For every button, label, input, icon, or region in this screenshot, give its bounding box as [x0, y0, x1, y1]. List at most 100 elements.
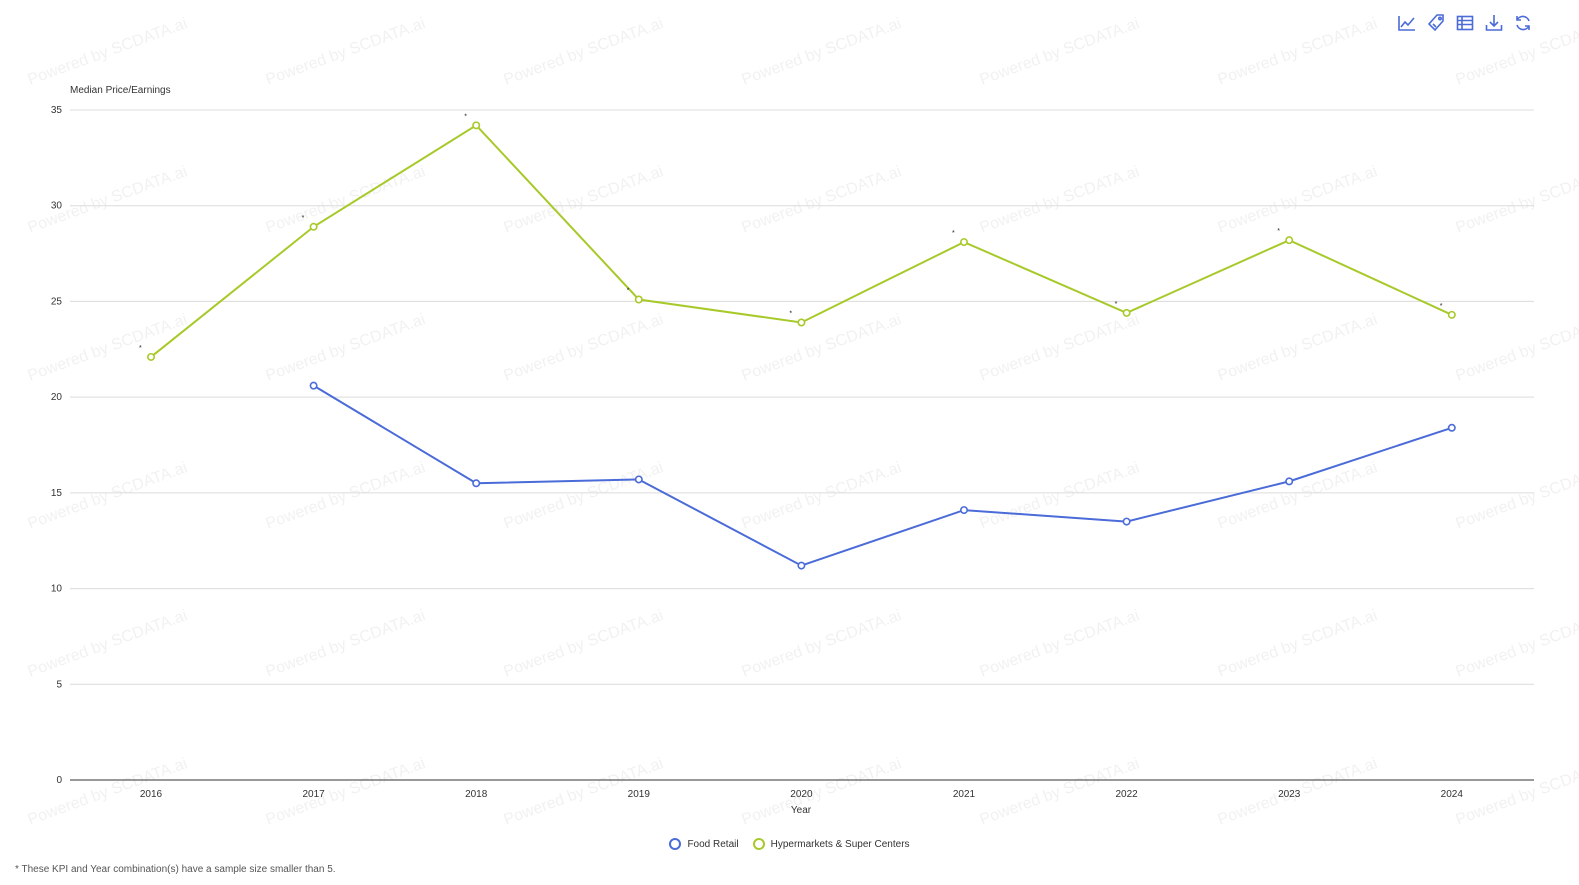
sample-size-flag: *	[789, 310, 792, 317]
data-point[interactable]	[472, 121, 481, 130]
data-point[interactable]	[1447, 423, 1456, 432]
watermark-text: Powered by SCDATA.ai	[740, 163, 904, 237]
series-path	[313, 384, 1453, 567]
chart-legend: Food Retail Hypermarkets & Super Centers	[0, 838, 1579, 850]
watermark-text: Powered by SCDATA.ai	[1454, 311, 1579, 385]
watermark-text: Powered by SCDATA.ai	[1454, 163, 1579, 237]
watermark-text: Powered by SCDATA.ai	[264, 607, 428, 681]
tag-icon[interactable]	[1426, 12, 1446, 34]
x-tick-label: 2017	[302, 789, 325, 800]
watermark-text: Powered by SCDATA.ai	[1216, 15, 1380, 89]
watermark-text: Powered by SCDATA.ai	[26, 15, 190, 89]
x-axis-label: Year	[791, 805, 812, 816]
footnote: * These KPI and Year combination(s) have…	[15, 864, 336, 875]
sample-size-flag: *	[464, 113, 467, 120]
data-point[interactable]	[147, 352, 156, 361]
watermark-layer: Powered by SCDATA.ai Powered by SCDATA.ai…	[26, 15, 1579, 829]
data-point[interactable]	[1447, 310, 1456, 319]
y-tick-label: 0	[56, 775, 62, 786]
legend-item[interactable]: Hypermarkets & Super Centers	[752, 838, 910, 850]
y-tick-label: 30	[51, 201, 63, 212]
watermark-text: Powered by SCDATA.ai	[978, 311, 1142, 385]
y-tick-label: 15	[51, 488, 63, 499]
watermark-text: Powered by SCDATA.ai	[26, 311, 190, 385]
watermark-text: Powered by SCDATA.ai	[740, 607, 904, 681]
data-point[interactable]	[959, 506, 968, 515]
data-point[interactable]	[1285, 477, 1294, 486]
watermark-text: Powered by SCDATA.ai	[264, 163, 428, 237]
y-axis-label: Median Price/Earnings	[70, 85, 171, 96]
watermark-text: Powered by SCDATA.ai	[502, 459, 666, 533]
watermark-text: Powered by SCDATA.ai	[978, 607, 1142, 681]
line-chart-icon[interactable]	[1397, 12, 1417, 34]
sample-size-flag: *	[302, 215, 305, 222]
refresh-icon[interactable]	[1513, 12, 1533, 34]
watermark-text: Powered by SCDATA.ai	[978, 15, 1142, 89]
sample-size-flag: *	[1440, 303, 1443, 310]
watermark-text: Powered by SCDATA.ai	[264, 311, 428, 385]
x-tick-label: 2023	[1278, 789, 1301, 800]
x-tick-label: 2022	[1115, 789, 1138, 800]
watermark-text: Powered by SCDATA.ai	[1454, 755, 1579, 829]
series-line-1: * * * * * * * * *	[139, 113, 1456, 361]
watermark-text: Powered by SCDATA.ai	[740, 755, 904, 829]
gridlines	[70, 109, 1534, 781]
data-point[interactable]	[1122, 517, 1131, 526]
data-point[interactable]	[1285, 236, 1294, 245]
x-tick-label: 2018	[465, 789, 488, 800]
legend-marker-icon	[669, 838, 682, 850]
watermark-text: Powered by SCDATA.ai	[1216, 459, 1380, 533]
watermark-text: Powered by SCDATA.ai	[740, 311, 904, 385]
watermark-text: Powered by SCDATA.ai	[502, 607, 666, 681]
legend-label: Hypermarkets & Super Centers	[770, 838, 910, 850]
data-point[interactable]	[634, 295, 643, 304]
download-icon[interactable]	[1484, 12, 1504, 34]
series-line-0	[309, 381, 1456, 570]
watermark-text: Powered by SCDATA.ai	[1216, 311, 1380, 385]
watermark-text: Powered by SCDATA.ai	[978, 163, 1142, 237]
sample-size-flag: *	[1115, 301, 1118, 308]
watermark-text: Powered by SCDATA.ai	[1216, 163, 1380, 237]
watermark-text: Powered by SCDATA.ai	[264, 755, 428, 829]
watermark-text: Powered by SCDATA.ai	[26, 755, 190, 829]
watermark-text: Powered by SCDATA.ai	[502, 311, 666, 385]
watermark-text: Powered by SCDATA.ai	[740, 459, 904, 533]
y-tick-label: 20	[51, 392, 63, 403]
y-tick-label: 25	[51, 296, 63, 307]
watermark-text: Powered by SCDATA.ai	[264, 459, 428, 533]
data-point[interactable]	[309, 381, 318, 390]
data-point[interactable]	[797, 318, 806, 327]
chart-toolbar	[1397, 12, 1533, 34]
x-tick-label: 2020	[790, 789, 813, 800]
watermark-text: Powered by SCDATA.ai	[26, 607, 190, 681]
data-point[interactable]	[309, 222, 318, 231]
data-point[interactable]	[472, 479, 481, 488]
sample-size-flag: *	[1277, 228, 1280, 235]
data-point[interactable]	[797, 561, 806, 570]
watermark-text: Powered by SCDATA.ai	[1216, 607, 1380, 681]
sample-size-flag: *	[139, 345, 142, 352]
table-icon[interactable]	[1455, 12, 1475, 34]
data-point[interactable]	[1122, 308, 1131, 317]
watermark-text: Powered by SCDATA.ai	[1454, 607, 1579, 681]
sample-size-flag: *	[952, 230, 955, 237]
data-point[interactable]	[959, 238, 968, 247]
y-tick-label: 10	[51, 584, 63, 595]
data-point[interactable]	[634, 475, 643, 484]
x-tick-label: 2019	[628, 789, 651, 800]
legend-item[interactable]: Food Retail	[669, 838, 739, 850]
series-layer: * * * * * * * * *	[139, 113, 1456, 570]
y-axis: 0 5 10 15 20 25 30 35	[51, 105, 63, 786]
y-tick-label: 5	[56, 679, 62, 690]
watermark-text: Powered by SCDATA.ai	[740, 15, 904, 89]
x-axis: 2016 2017 2018 2019 2020 2021 2022 2023 2024	[140, 789, 1463, 800]
legend-label: Food Retail	[687, 838, 739, 850]
watermark-text: Powered by SCDATA.ai	[1454, 459, 1579, 533]
x-tick-label: 2021	[953, 789, 976, 800]
watermark-text: Powered by SCDATA.ai	[264, 15, 428, 89]
x-tick-label: 2016	[140, 789, 163, 800]
watermark-text: Powered by SCDATA.ai	[502, 163, 666, 237]
x-tick-label: 2024	[1441, 789, 1464, 800]
watermark-text: Powered by SCDATA.ai	[502, 15, 666, 89]
